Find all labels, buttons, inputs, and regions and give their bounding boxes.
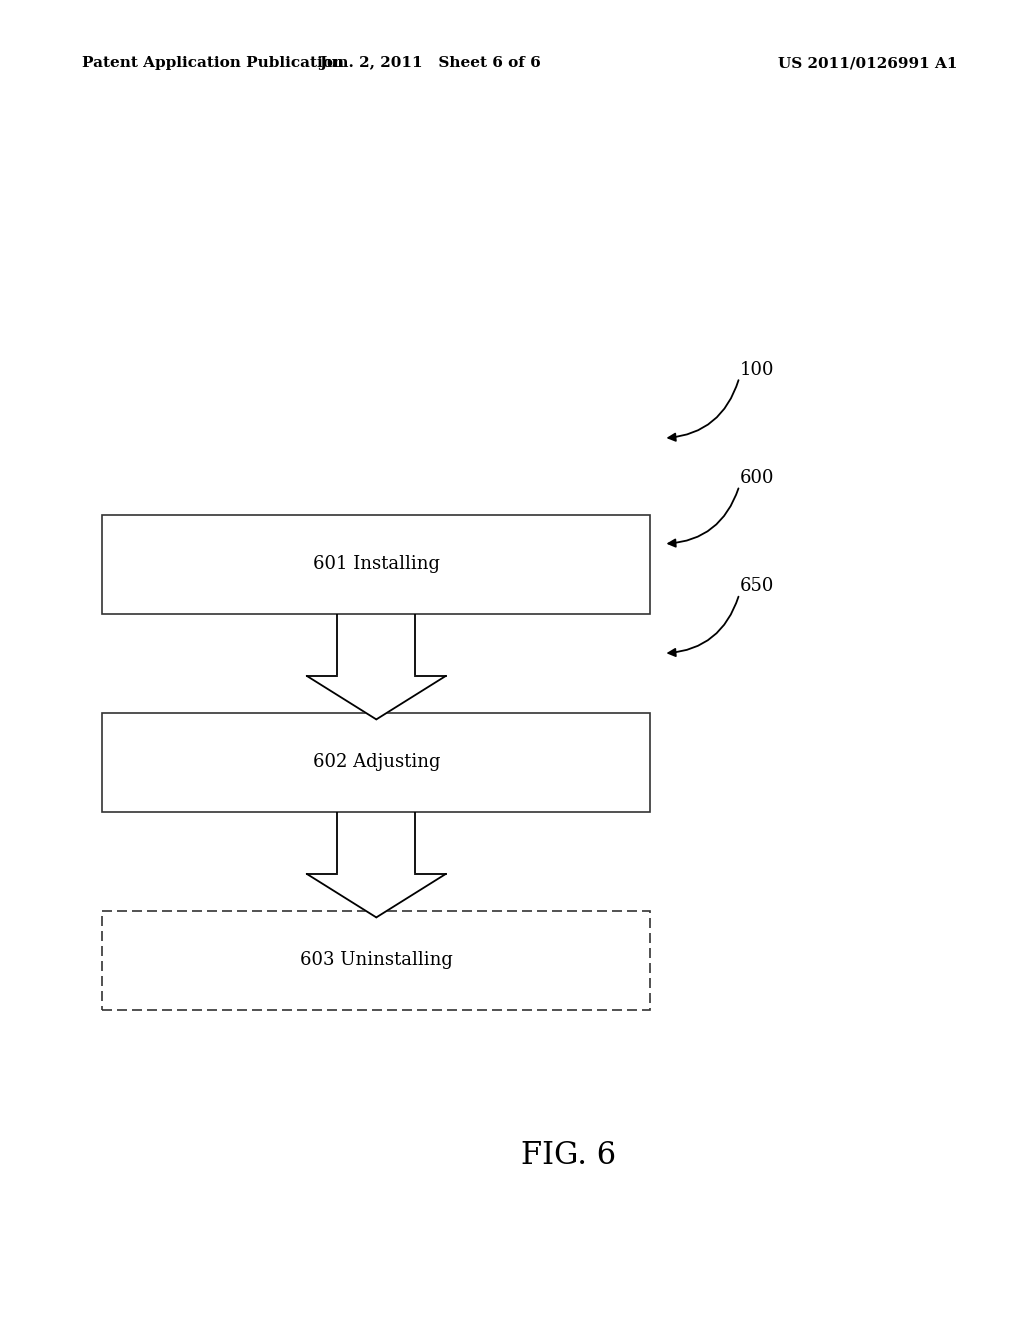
Bar	[102, 713, 650, 812]
Bar	[102, 515, 650, 614]
Polygon shape	[307, 676, 446, 719]
Polygon shape	[307, 874, 446, 917]
Text: 601 Installing: 601 Installing	[312, 556, 440, 573]
Text: 650: 650	[739, 577, 774, 595]
Bar	[102, 911, 650, 1010]
Text: Patent Application Publication: Patent Application Publication	[82, 57, 344, 70]
Text: 100: 100	[739, 360, 774, 379]
Text: US 2011/0126991 A1: US 2011/0126991 A1	[778, 57, 957, 70]
Text: 600: 600	[739, 469, 774, 487]
Text: 602 Adjusting: 602 Adjusting	[312, 754, 440, 771]
Text: Jun. 2, 2011   Sheet 6 of 6: Jun. 2, 2011 Sheet 6 of 6	[319, 57, 541, 70]
Text: 603 Uninstalling: 603 Uninstalling	[300, 952, 453, 969]
Text: FIG. 6: FIG. 6	[521, 1139, 615, 1171]
